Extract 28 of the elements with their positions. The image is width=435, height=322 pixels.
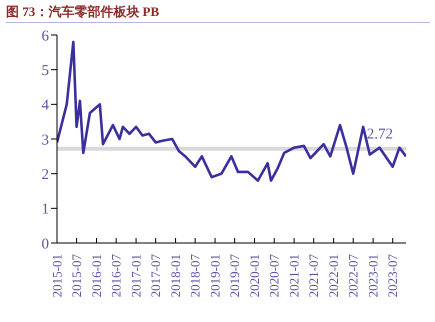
x-tick-label: 2021-07 (306, 254, 322, 298)
y-tick-label: 6 (42, 28, 50, 44)
x-tick-label: 2020-01 (247, 254, 262, 298)
x-tick-label: 2016-01 (88, 254, 104, 298)
y-tick-label: 4 (42, 98, 50, 114)
chart-title: 图 73：汽车零部件板块 PB (6, 3, 160, 21)
x-tick-label: 2015-01 (50, 254, 64, 298)
x-tick-label: 2017-01 (128, 254, 144, 298)
x-tick-label: 2023-07 (385, 254, 400, 298)
x-tick-label: 2021-01 (286, 254, 302, 298)
x-tick-label: 2019-01 (208, 254, 223, 298)
x-tick-label: 2019-07 (227, 254, 242, 298)
x-tick-label: 2020-07 (266, 254, 282, 298)
y-tick-label: 2 (42, 166, 49, 183)
x-tick-label: 2018-01 (168, 254, 184, 298)
y-tick-label: 0 (42, 236, 49, 252)
x-tick-label: 2018-07 (188, 254, 203, 298)
x-tick-label: 2016-07 (108, 254, 124, 298)
x-tick-label: 2022-01 (326, 254, 342, 298)
ref-line-label: 2.72 (366, 126, 393, 142)
x-tick-label: 2015-07 (69, 254, 84, 298)
line-series (57, 40, 406, 182)
y-tick-label: 3 (42, 132, 49, 148)
x-tick-label: 2017-07 (148, 254, 164, 298)
x-tick-label: 2023-01 (366, 254, 381, 298)
y-tick-label: 5 (42, 62, 49, 79)
y-tick-label: 1 (42, 202, 49, 218)
x-tick-label: 2022-07 (346, 254, 361, 298)
